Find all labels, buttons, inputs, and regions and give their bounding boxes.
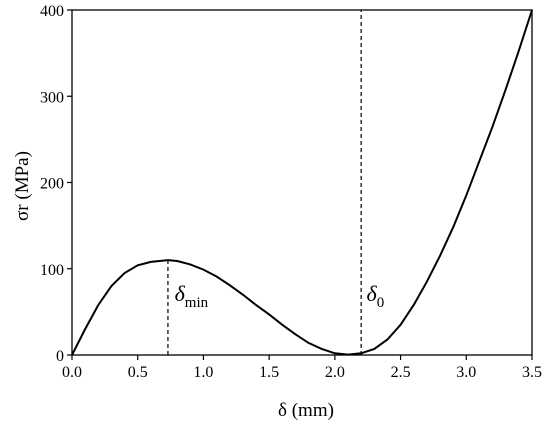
annotation-subscript: 0: [377, 295, 385, 311]
x-axis: 0.0 0.5 1.0 1.5 2.0 2.5 3.0 3.5: [62, 355, 542, 381]
annotation-label: δmin: [175, 281, 209, 311]
y-tick-label: 400: [40, 3, 64, 20]
plot-area: [71, 9, 533, 356]
x-tick-label: 2.5: [391, 364, 411, 381]
annotation-symbol: δ: [366, 281, 377, 306]
x-tick-label: 1.5: [259, 364, 279, 381]
x-tick-label: 1.0: [193, 364, 213, 381]
x-tick-label: 3.5: [522, 364, 542, 381]
annotation-symbol: δ: [175, 281, 186, 306]
y-axis: 0 100 200 300 400: [40, 3, 72, 365]
x-axis-title: δ (mm): [278, 400, 334, 421]
series-line: [71, 9, 533, 356]
x-tick-label: 0.5: [128, 364, 148, 381]
annotation-subscript: min: [185, 295, 209, 311]
y-tick-label: 0: [56, 348, 64, 365]
plot-frame: [71, 9, 533, 356]
annotations: δmin δ0: [175, 281, 385, 311]
x-tick-label: 3.0: [456, 364, 476, 381]
y-axis-title: σr (MPa): [12, 151, 33, 221]
x-tick-label: 0.0: [62, 364, 82, 381]
x-tick-label: 2.0: [325, 364, 345, 381]
y-tick-label: 200: [40, 176, 64, 193]
reference-lines: [167, 10, 362, 355]
y-tick-label: 100: [40, 262, 64, 279]
y-tick-label: 300: [40, 89, 64, 106]
annotation-label: δ0: [366, 281, 384, 311]
